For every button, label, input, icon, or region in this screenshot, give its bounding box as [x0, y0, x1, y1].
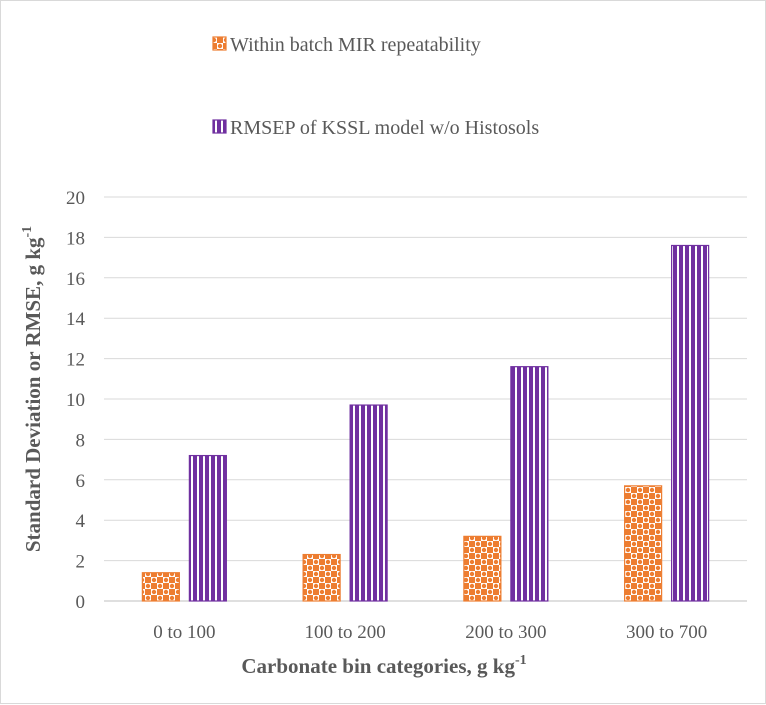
y-tick-label: 8: [76, 430, 86, 451]
legend-label: RMSEP of KSSL model w/o Histosols: [230, 117, 539, 139]
x-axis-title: Carbonate bin categories, g kg-1: [241, 653, 526, 678]
bar-rmsep: [510, 366, 549, 602]
y-tick-label: 6: [76, 471, 86, 492]
y-tick-label: 12: [66, 350, 85, 371]
x-axis-ticks: 0 to 100 100 to 200 200 to 300 300 to 700: [153, 622, 707, 643]
legend-label: Within batch MIR repeatability: [230, 34, 481, 56]
y-axis-title: Standard Deviation or RMSE, g kg-1: [20, 226, 45, 552]
y-tick-label: 16: [66, 269, 85, 290]
y-tick-label: 4: [76, 511, 86, 532]
y-tick-label: 2: [76, 552, 86, 573]
bars: [141, 244, 710, 602]
bar-repeatability: [463, 535, 502, 602]
y-axis-ticks: 0 2 4 6 8 10 12 14 16 18 20: [66, 188, 86, 613]
x-tick-label: 100 to 200: [304, 622, 385, 643]
x-tick-label: 0 to 100: [153, 622, 215, 643]
bar-repeatability: [624, 485, 663, 602]
x-tick-label: 300 to 700: [626, 622, 707, 643]
bar-rmsep: [349, 404, 388, 602]
legend: Within batch MIR repeatability RMSEP of K…: [212, 34, 539, 139]
bar-repeatability: [302, 553, 341, 602]
bar-repeatability: [141, 572, 180, 602]
y-tick-label: 14: [66, 309, 86, 330]
bar-rmsep: [671, 244, 710, 602]
x-tick-label: 200 to 300: [465, 622, 546, 643]
y-tick-label: 20: [66, 188, 85, 209]
y-tick-label: 18: [66, 228, 85, 249]
y-tick-label: 0: [76, 592, 86, 613]
legend-swatch: [212, 36, 227, 51]
legend-swatch: [212, 119, 227, 134]
y-tick-label: 10: [66, 390, 85, 411]
bar-rmsep: [188, 454, 227, 602]
